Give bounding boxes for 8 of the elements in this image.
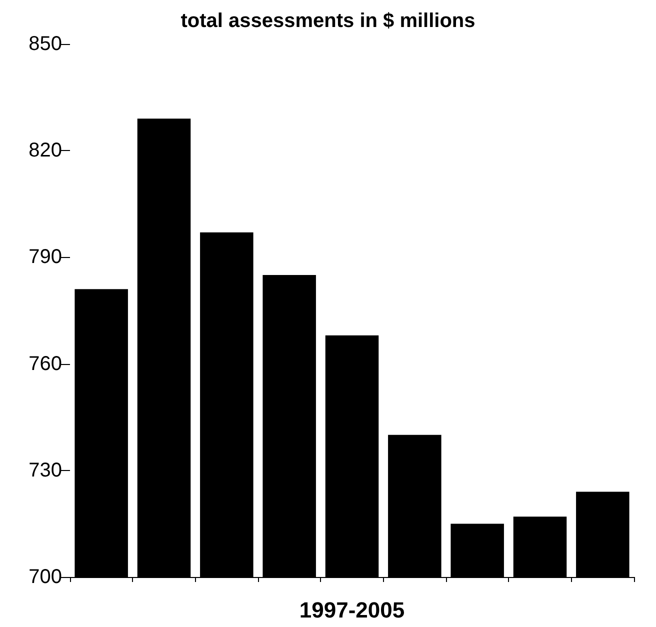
- y-tick-label: 790: [28, 246, 62, 268]
- y-tick-label: 820: [28, 140, 62, 162]
- y-tick-label: 700: [28, 566, 62, 588]
- chart-title: total assessments in $ millions: [180, 10, 476, 32]
- y-tick-label: 760: [28, 352, 62, 375]
- y-tick-label: 850: [28, 33, 62, 55]
- y-tick-label: 730: [28, 459, 62, 482]
- x-axis-title: 1997-2005: [299, 598, 405, 622]
